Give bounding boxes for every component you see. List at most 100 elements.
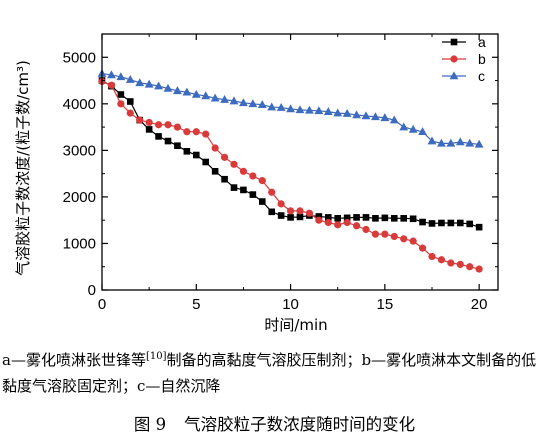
data-point-b [466, 263, 474, 271]
data-point-b [324, 218, 332, 227]
data-point-c [267, 102, 277, 111]
legend: abc [442, 34, 486, 84]
data-point-c [173, 86, 182, 95]
data-point-a [353, 214, 360, 221]
data-point-c [116, 72, 126, 81]
data-point-b [220, 153, 229, 161]
data-point-b [117, 100, 125, 108]
data-point-b [315, 216, 323, 224]
figure-note-part1: a—雾化喷淋张世锋等 [2, 351, 146, 369]
data-point-a [211, 168, 219, 175]
data-point-a [381, 214, 389, 222]
data-point-c [305, 105, 314, 114]
y-tick-label: 4000 [63, 96, 96, 113]
data-point-c [182, 87, 192, 96]
data-point-c [361, 111, 371, 120]
data-point-c [427, 136, 437, 145]
data-point-c [455, 137, 465, 146]
data-point-c [154, 81, 163, 90]
figure-note: a—雾化喷淋张世锋等[10]制备的高黏度气溶胶压制剂；b—雾化喷淋本文制备的低黏… [2, 344, 547, 399]
legend-entry-b: b [442, 51, 486, 67]
legend-label-c: c [478, 68, 485, 84]
data-point-a [324, 214, 332, 221]
data-point-a [164, 137, 172, 145]
data-point-a [456, 219, 464, 227]
series-c [97, 68, 484, 148]
data-point-b [230, 160, 238, 168]
data-point-b [286, 207, 295, 215]
data-point-b [400, 235, 408, 243]
data-point-a [268, 208, 276, 216]
data-point-a [438, 219, 445, 227]
figure-caption: 图 9 气溶胶粒子数浓度随时间的变化 [0, 411, 549, 435]
data-point-b [456, 260, 464, 268]
data-point-a [155, 133, 162, 140]
data-point-b [154, 121, 163, 129]
legend-entry-a: a [442, 34, 486, 50]
y-tick-label: 0 [88, 282, 96, 299]
y-tick-label: 1000 [63, 235, 96, 252]
data-point-c [286, 104, 295, 113]
figure-note-reference: [10] [145, 351, 167, 362]
data-point-b [428, 252, 436, 261]
data-point-a [447, 219, 455, 227]
y-tick-label: 2000 [63, 189, 96, 206]
data-point-a [372, 215, 379, 222]
data-point-c [210, 93, 220, 102]
data-point-a [126, 98, 134, 105]
data-point-b [249, 172, 257, 180]
data-point-a [192, 151, 200, 159]
data-point-a [202, 158, 210, 166]
data-point-a [221, 175, 228, 183]
data-point-a [466, 220, 474, 228]
data-point-b [305, 209, 314, 217]
data-point-c [191, 89, 201, 98]
data-point-c [276, 102, 286, 111]
data-point-a [390, 215, 398, 222]
data-point-b [268, 188, 276, 196]
data-point-c [342, 108, 352, 117]
data-point-c [465, 138, 475, 147]
figure-number: 图 9 [133, 415, 167, 434]
legend-label-b: b [478, 51, 486, 67]
data-point-b [202, 130, 210, 138]
data-point-b [447, 259, 455, 267]
data-point-c [295, 105, 305, 114]
legend-label-a: a [478, 34, 486, 50]
data-point-c [418, 127, 427, 136]
x-tick-label: 15 [377, 296, 394, 313]
series-b [98, 77, 483, 273]
data-point-c [239, 98, 248, 107]
data-point-a [315, 213, 323, 220]
data-point-a [145, 126, 153, 133]
data-point-b [381, 230, 389, 238]
data-point-a [258, 198, 266, 205]
data-point-a [287, 214, 294, 221]
data-point-b [390, 232, 398, 241]
data-point-a [343, 214, 351, 222]
data-point-a [334, 215, 342, 222]
data-point-a [174, 142, 181, 150]
data-point-a [296, 213, 304, 221]
data-point-a [362, 214, 370, 221]
x-tick-label: 0 [98, 296, 106, 313]
data-point-c [399, 122, 409, 131]
data-point-c [474, 139, 484, 148]
data-point-a [409, 215, 417, 223]
y-tick-label: 5000 [63, 49, 96, 66]
y-tick-label: 3000 [63, 142, 96, 159]
plot-frame [101, 33, 499, 291]
data-point-c [446, 138, 456, 147]
y-axis-title: 气溶胶粒子数浓度/(粒子数/cm³) [14, 60, 32, 276]
data-point-b [145, 118, 153, 127]
data-point-b [352, 222, 361, 230]
series-a [98, 77, 483, 231]
data-point-c [323, 107, 333, 116]
data-point-b [126, 109, 134, 117]
data-point-b [183, 128, 191, 136]
series-layer [97, 68, 484, 273]
data-point-c [144, 79, 154, 88]
data-point-a [117, 91, 125, 98]
data-point-b [239, 167, 248, 175]
